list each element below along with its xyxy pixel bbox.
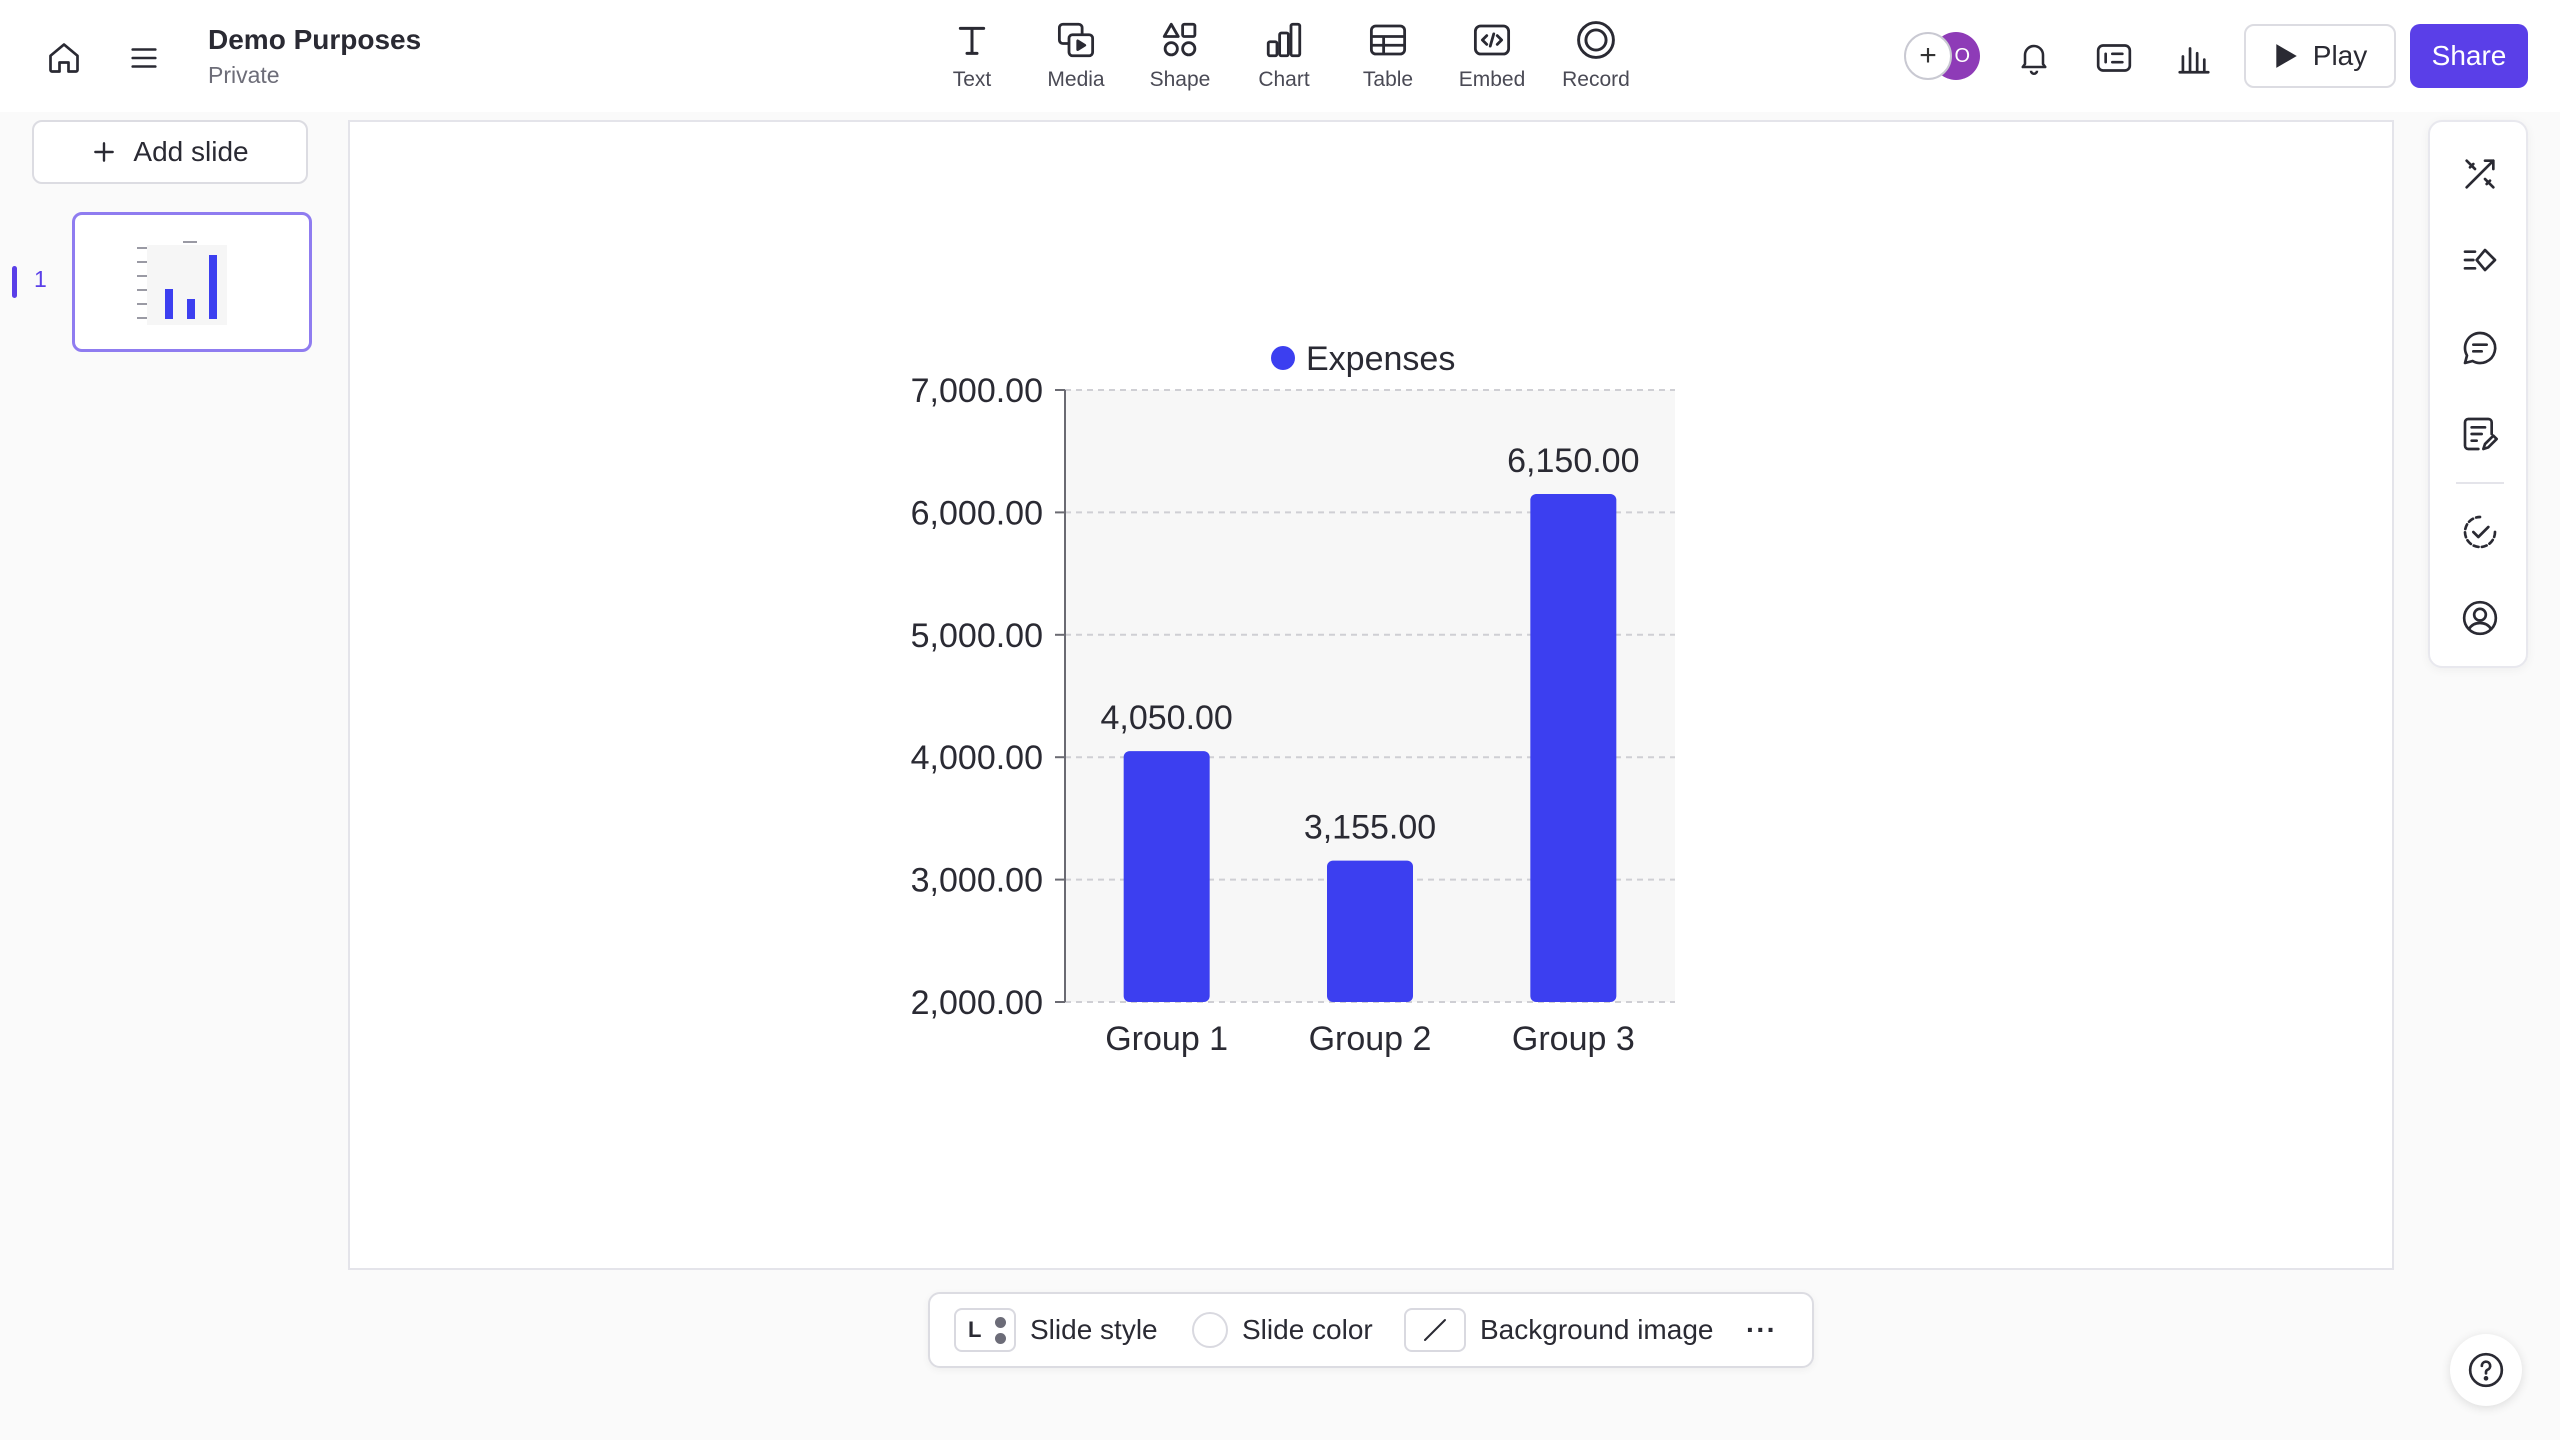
slide-settings-bar: L Slide style Slide color Background ima… <box>928 1292 1814 1368</box>
add-slide-button[interactable]: Add slide <box>32 120 308 184</box>
toolbar-label: Text <box>952 68 992 91</box>
menu-icon[interactable] <box>120 34 168 82</box>
shape-icon <box>1162 22 1197 57</box>
toolbar-label: Chart <box>1258 68 1310 91</box>
comments-icon[interactable] <box>2454 322 2506 374</box>
play-button[interactable]: Play <box>2244 24 2396 88</box>
play-label: Play <box>2312 40 2368 71</box>
right-rail <box>2428 120 2528 668</box>
bar[interactable] <box>1530 494 1617 1002</box>
presenter-view-icon[interactable] <box>2090 34 2138 82</box>
home-icon[interactable] <box>40 34 88 82</box>
slide-color-label: Slide color <box>1242 1314 1373 1345</box>
plus-icon <box>94 142 115 162</box>
review-check-icon[interactable] <box>2454 506 2506 558</box>
text-icon <box>958 26 986 55</box>
design-tools-icon[interactable] <box>2454 148 2506 200</box>
collaborators: O + <box>1904 32 1984 80</box>
toolbar-label: Embed <box>1458 68 1526 91</box>
toolbar-label: Table <box>1362 68 1414 91</box>
rail-divider <box>2456 482 2504 484</box>
slide-style-label: Slide style <box>1030 1314 1158 1345</box>
data-label: 6,150.00 <box>1507 442 1639 480</box>
x-tick-label: Group 2 <box>1309 1020 1432 1058</box>
document-title[interactable]: Demo Purposes <box>208 24 422 55</box>
toolbar-record-button[interactable]: Record <box>1544 14 1648 100</box>
more-options-button[interactable]: ··· <box>1746 1314 1777 1345</box>
toolbar-label: Media <box>1047 68 1105 91</box>
play-icon <box>2276 44 2297 68</box>
bell-icon[interactable] <box>2010 34 2058 82</box>
slide-style-button[interactable]: L Slide style <box>954 1294 1158 1366</box>
document-visibility: Private <box>208 62 280 88</box>
slide-thumbnail-preview <box>137 241 227 325</box>
no-image-icon <box>1404 1308 1466 1352</box>
share-button[interactable]: Share <box>2410 24 2528 88</box>
notes-icon[interactable] <box>2454 408 2506 460</box>
y-tick-label: 7,000.00 <box>911 372 1043 410</box>
legend-swatch <box>1271 346 1295 370</box>
y-tick-label: 5,000.00 <box>911 617 1043 655</box>
x-tick-label: Group 1 <box>1105 1020 1228 1058</box>
table-icon <box>1369 24 1407 56</box>
embed-icon <box>1473 24 1511 56</box>
top-bar: Demo Purposes Private Text Media Shape C… <box>0 0 2560 112</box>
slide-color-swatch <box>1192 1312 1228 1348</box>
slide-number: 1 <box>34 266 47 292</box>
y-tick-label: 6,000.00 <box>911 494 1043 532</box>
slide-canvas[interactable]: 2,000.00 3,000.00 4,000.00 5,000.00 6,000.00… <box>348 120 2394 1270</box>
toolbar-text-button[interactable]: Text <box>920 14 1024 100</box>
record-icon <box>1577 21 1615 59</box>
slide-color-button[interactable]: Slide color <box>1192 1294 1373 1366</box>
slide-style-letter: L <box>968 1317 982 1342</box>
toolbar-embed-button[interactable]: Embed <box>1440 14 1544 100</box>
x-tick-label: Group 3 <box>1512 1020 1635 1058</box>
profile-icon[interactable] <box>2454 592 2506 644</box>
toolbar-table-button[interactable]: Table <box>1336 14 1440 100</box>
toolbar-shape-button[interactable]: Shape <box>1128 14 1232 100</box>
invite-button[interactable]: + <box>1904 32 1952 80</box>
slide-thumbnail[interactable] <box>72 212 312 352</box>
y-tick-label: 3,000.00 <box>911 862 1043 900</box>
legend-label: Expenses <box>1306 340 1455 378</box>
bar-chart[interactable]: 2,000.00 3,000.00 4,000.00 5,000.00 6,000.00… <box>350 122 2392 1268</box>
y-tick-label: 2,000.00 <box>911 984 1043 1022</box>
insert-toolbar: Text Media Shape Chart Table Embed <box>920 14 1648 100</box>
data-label: 4,050.00 <box>1100 699 1232 737</box>
toolbar-label: Record <box>1562 68 1630 91</box>
bar[interactable] <box>1327 860 1413 1002</box>
data-label: 3,155.00 <box>1304 809 1436 847</box>
bar[interactable] <box>1123 751 1210 1002</box>
media-icon <box>1057 22 1095 58</box>
style-dots-icon <box>995 1316 1006 1344</box>
help-icon <box>2468 1352 2504 1388</box>
slide-style-chip: L <box>954 1308 1016 1352</box>
y-tick-label: 4,000.00 <box>911 739 1043 777</box>
toolbar-media-button[interactable]: Media <box>1024 14 1128 100</box>
add-slide-label: Add slide <box>133 136 249 167</box>
active-slide-indicator <box>12 266 17 298</box>
background-image-label: Background image <box>1480 1314 1714 1345</box>
background-image-button[interactable]: Background image <box>1404 1294 1713 1366</box>
results-icon[interactable] <box>2170 34 2218 82</box>
toolbar-label: Shape <box>1149 68 1211 91</box>
interactivity-icon[interactable] <box>2454 234 2506 286</box>
toolbar-chart-button[interactable]: Chart <box>1232 14 1336 100</box>
chart-icon <box>1266 22 1302 58</box>
help-button[interactable] <box>2450 1334 2522 1406</box>
